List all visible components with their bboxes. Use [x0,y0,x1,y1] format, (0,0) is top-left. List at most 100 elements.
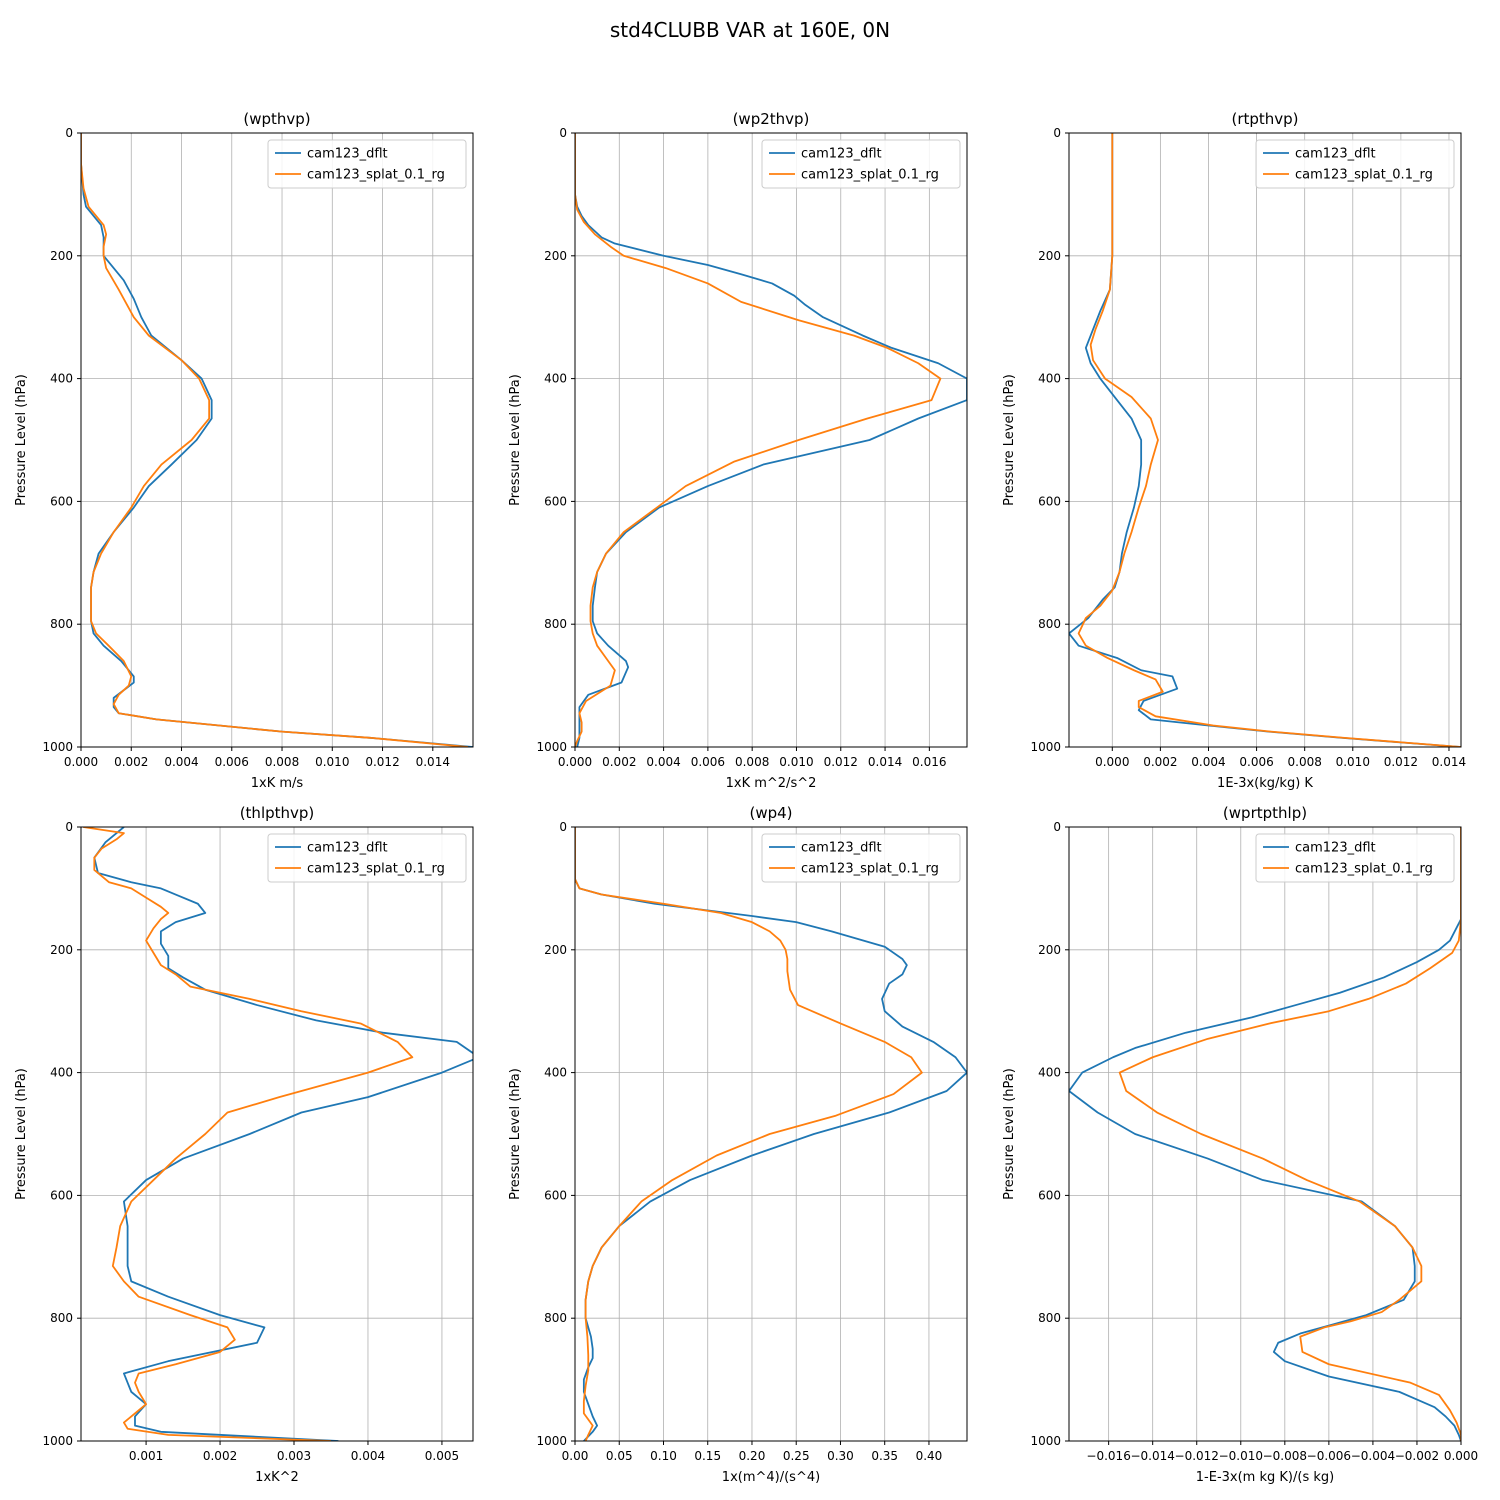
legend: cam123_dflt cam123_splat_0.1_rg [761,139,961,189]
x-axis-label: 1xK^2 [255,1470,299,1485]
x-tick-label: −0.004 [1351,1449,1395,1463]
y-axis-label: Pressure Level (hPa) [508,1068,523,1200]
y-tick-label: 200 [50,249,73,263]
x-axis-label: 1E-3x(kg/kg) K [1217,776,1313,791]
y-tick-label: 400 [1038,372,1061,386]
x-tick-label: 0.006 [1239,755,1273,769]
y-tick-label: 800 [1038,617,1061,631]
x-tick-label: 0.005 [425,1449,459,1463]
legend: cam123_dflt cam123_splat_0.1_rg [267,833,467,883]
x-tick-label: 0.008 [735,755,769,769]
y-tick-label: 600 [50,494,73,508]
x-tick-label: −0.006 [1307,1449,1351,1463]
y-axis-label: Pressure Level (hPa) [508,374,523,506]
x-tick-label: 0.006 [215,755,249,769]
panel-title: (wp2thvp) [733,110,810,128]
x-tick-label: 0.20 [739,1449,766,1463]
x-tick-label: 0.003 [277,1449,311,1463]
y-tick-label: 600 [544,494,567,508]
y-tick-label: 200 [1038,943,1061,957]
x-tick-label: −0.014 [1130,1449,1174,1463]
legend-box [761,139,961,189]
x-tick-label: 0.014 [868,755,902,769]
legend: cam123_dflt cam123_splat_0.1_rg [1255,833,1455,883]
x-tick-label: 0.05 [606,1449,633,1463]
x-axis-label: 1xK m/s [251,776,304,791]
y-tick-label: 600 [50,1188,73,1202]
y-axis-label: Pressure Level (hPa) [14,374,29,506]
y-tick-label: 200 [544,249,567,263]
y-tick-label: 1000 [536,1434,567,1448]
panel-title: (rtpthvp) [1231,110,1298,128]
y-tick-label: 400 [544,372,567,386]
panel-title: (wpthvp) [243,110,310,128]
x-tick-label: 0.15 [694,1449,721,1463]
x-tick-label: −0.008 [1263,1449,1307,1463]
axes-frame [1068,826,1462,1442]
series-line-2 [81,133,469,747]
legend-label-1: cam123_dflt [801,841,882,856]
x-tick-label: 0.012 [365,755,399,769]
x-tick-label: 0.002 [203,1449,237,1463]
y-tick-label: 600 [544,1188,567,1202]
x-tick-label: 0.10 [650,1449,677,1463]
y-tick-label: 800 [1038,1311,1061,1325]
x-tick-label: 0.25 [783,1449,810,1463]
x-tick-label: 0.002 [114,755,148,769]
y-tick-label: 600 [1038,1188,1061,1202]
x-tick-label: 0.008 [1288,755,1322,769]
legend-label-2: cam123_splat_0.1_rg [307,862,445,877]
x-tick-label: 0.000 [1444,1449,1478,1463]
legend-label-2: cam123_splat_0.1_rg [1295,168,1433,183]
x-tick-label: 0.014 [1432,755,1466,769]
legend-box [761,833,961,883]
x-tick-label: 0.000 [558,755,592,769]
series-line-2 [1077,133,1461,747]
legend-label-2: cam123_splat_0.1_rg [801,168,939,183]
legend-box [267,139,467,189]
x-tick-label: 0.010 [315,755,349,769]
y-tick-label: 400 [544,1066,567,1080]
figure-title: std4CLUBB VAR at 160E, 0N [610,18,890,42]
x-tick-label: 0.35 [871,1449,898,1463]
legend-box [1255,139,1455,189]
x-tick-label: 0.016 [912,755,946,769]
y-tick-label: 400 [50,1066,73,1080]
x-tick-label: 0.002 [1143,755,1177,769]
series-line-2 [83,827,414,1441]
x-tick-label: 0.004 [351,1449,385,1463]
y-tick-label: 800 [50,617,73,631]
y-tick-label: 200 [1038,249,1061,263]
x-tick-label: 0.001 [129,1449,163,1463]
x-tick-label: −0.016 [1086,1449,1130,1463]
y-axis-label: Pressure Level (hPa) [14,1068,29,1200]
legend: cam123_dflt cam123_splat_0.1_rg [267,139,467,189]
legend: cam123_dflt cam123_splat_0.1_rg [1255,139,1455,189]
x-tick-label: 0.006 [691,755,725,769]
y-tick-label: 1000 [42,740,73,754]
x-tick-label: 0.012 [1384,755,1418,769]
x-tick-label: 0.000 [64,755,98,769]
x-tick-label: 0.008 [265,755,299,769]
panels-container: 0.000 0.002 0.004 0.006 0.008 0.010 0.012 0.014… [14,110,1478,1485]
axes-frame [1068,132,1462,748]
panel-title: (thlpthvp) [240,804,315,822]
y-tick-label: 400 [50,372,73,386]
legend-label-1: cam123_dflt [1295,147,1376,162]
y-tick-label: 600 [1038,494,1061,508]
axes-frame [80,132,474,748]
x-tick-label: 0.004 [646,755,680,769]
legend-label-2: cam123_splat_0.1_rg [801,862,939,877]
legend: cam123_dflt cam123_splat_0.1_rg [761,833,961,883]
y-tick-label: 1000 [1030,740,1061,754]
panel-5: 0.00 0.05 0.10 0.15 0.20 0.25 0.30 0.35 0.40 0 200… [508,804,968,1485]
y-tick-label: 0 [559,820,567,834]
x-tick-label: 0.004 [164,755,198,769]
series-line-2 [1118,827,1461,1441]
y-tick-label: 200 [544,943,567,957]
y-tick-label: 800 [544,617,567,631]
series-line-1 [1069,133,1461,747]
panel-1: 0.000 0.002 0.004 0.006 0.008 0.010 0.012 0.014… [14,110,474,791]
series-line-2 [575,133,942,747]
